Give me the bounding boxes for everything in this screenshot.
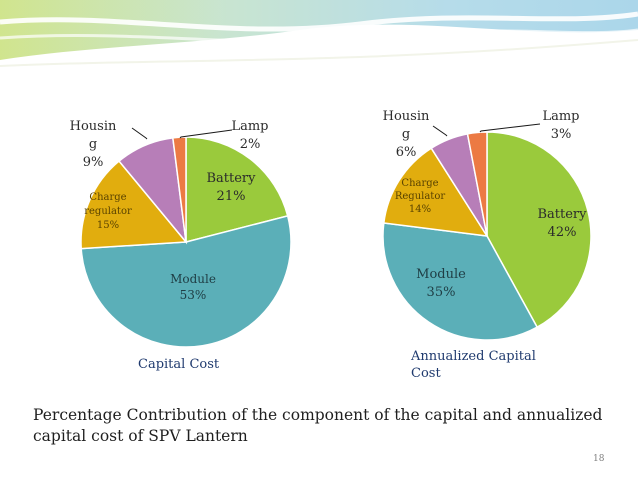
pie-slice-charge-regulator — [80, 160, 188, 250]
pie-slice-battery — [185, 136, 289, 243]
pie-slice-charge-regulator — [382, 147, 489, 237]
data-label-module: Module 53% — [170, 272, 216, 302]
pie-slice-module — [382, 222, 539, 341]
data-label-lamp: Lamp 3% — [542, 109, 579, 142]
leader-line-housing — [131, 127, 148, 140]
capital-cost-pie-chart: Battery 21% Module 53% Charge regulator 15% Hou… — [70, 119, 292, 372]
slide-caption: Percentage Contribution of the component… — [33, 406, 603, 445]
page-number: 18 — [593, 454, 605, 464]
chart-title: Capital Cost — [138, 357, 220, 372]
annualized-capital-cost-pie-chart: Battery 42% Module 35% Charge Regulator 14% Hou… — [382, 109, 592, 381]
leader-line-lamp — [179, 129, 233, 139]
pie-slice-lamp — [466, 131, 488, 237]
header-decoration — [0, 0, 638, 67]
data-label-lamp: Lamp 2% — [231, 119, 268, 152]
pie-slice-lamp — [172, 136, 187, 243]
chart-title: Annualized Capital Cost — [410, 349, 536, 381]
data-label-charge-regulator: Charge Regulator 14% — [395, 178, 445, 215]
data-label-module: Module 35% — [416, 267, 466, 300]
pie-slice-battery — [486, 131, 592, 329]
data-label-battery: Battery 21% — [206, 171, 256, 204]
pie-slice-module — [80, 214, 292, 348]
data-label-battery: Battery 42% — [537, 207, 587, 240]
leader-line-housing — [432, 125, 448, 137]
data-label-housing: Housin g 6% — [383, 109, 430, 160]
data-label-charge-regulator: Charge regulator 15% — [84, 192, 132, 231]
data-label-housing: Housin g 9% — [70, 119, 117, 170]
leader-line-lamp — [479, 123, 541, 133]
